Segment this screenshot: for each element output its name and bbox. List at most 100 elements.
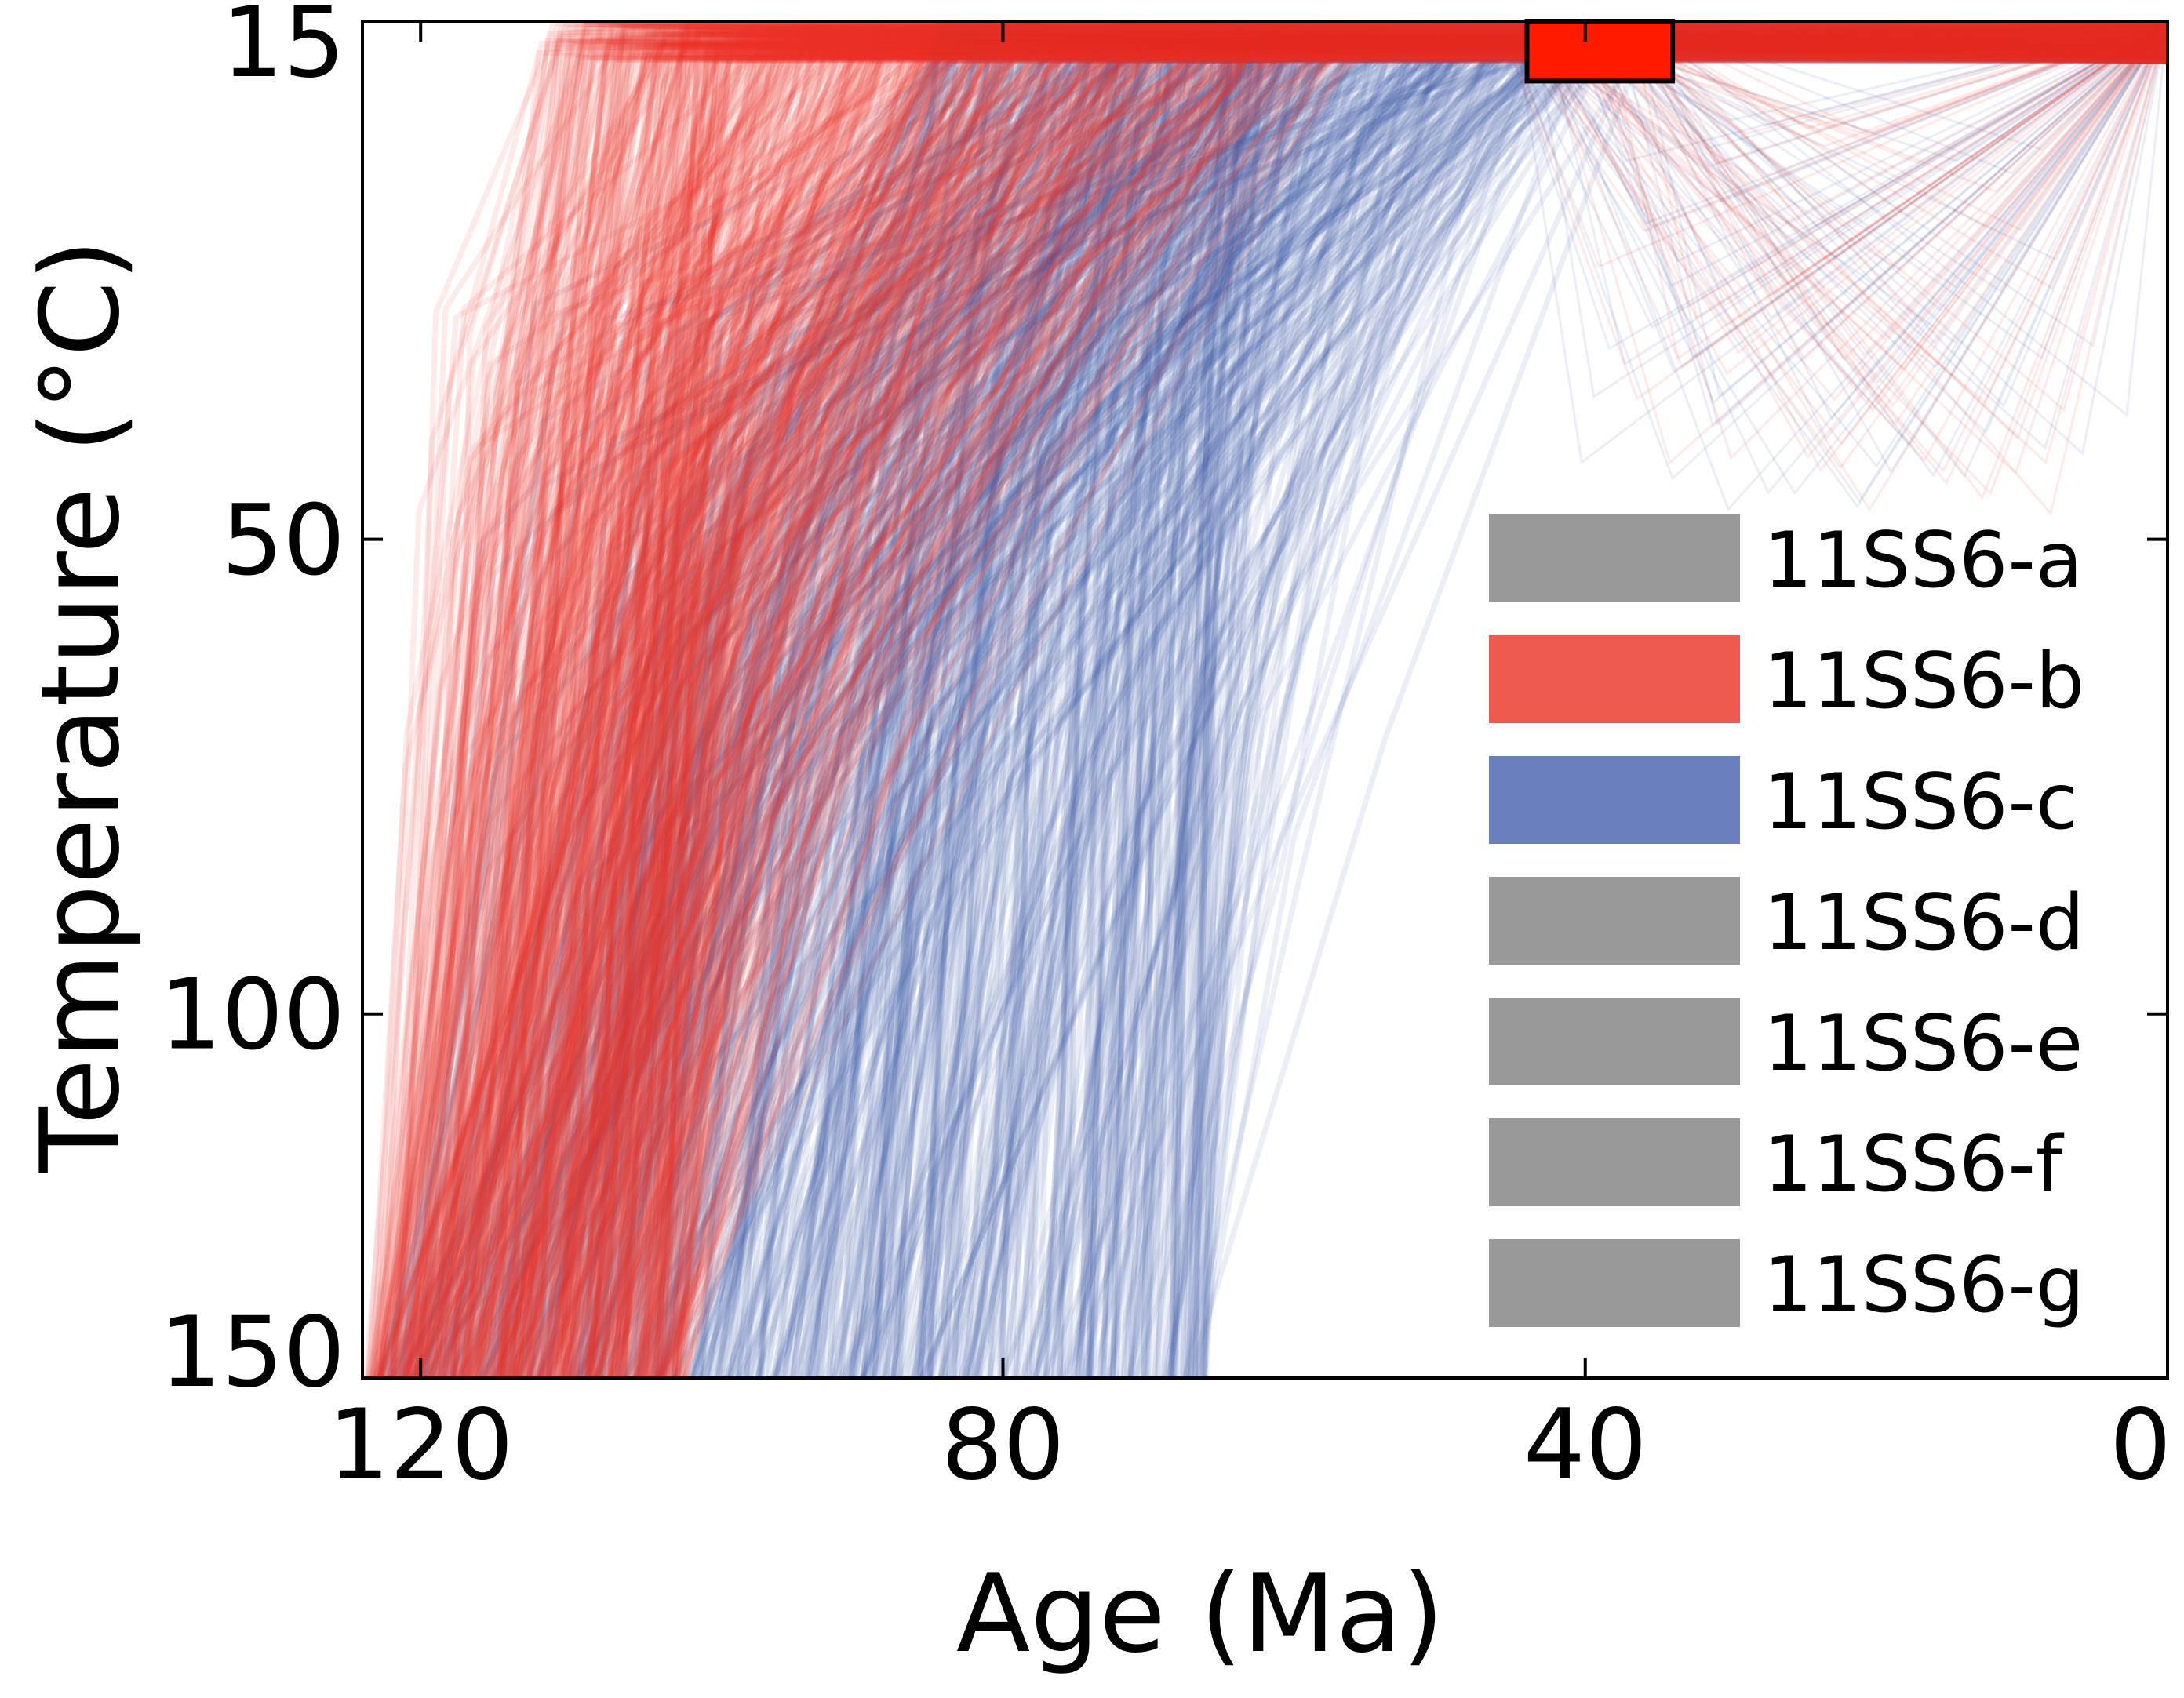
legend-item-11SS6-d[interactable]: 11SS6-d [1489, 877, 2084, 968]
path-line-11SS6-c [756, 24, 2168, 1378]
x-tick-label: 80 [941, 1389, 1065, 1502]
constraint-box [1524, 19, 1676, 84]
path-line-11SS6-b [606, 37, 2168, 1378]
path-line-11SS6-b [567, 24, 2168, 1378]
path-line-11SS6-c [1140, 45, 2168, 1378]
path-line-11SS6-b [541, 27, 2168, 1378]
path-line-11SS6-c [386, 27, 2168, 1378]
path-line-11SS6-c [1128, 48, 2168, 1378]
tail-line-11SS6-b [1533, 21, 2168, 496]
path-line-11SS6-b [598, 39, 2168, 1378]
x-tick-label: 0 [2109, 1389, 2171, 1502]
legend-item-11SS6-f[interactable]: 11SS6-f [1489, 1118, 2065, 1209]
path-line-11SS6-b [553, 35, 2168, 1378]
tail-line-11SS6-b [1549, 21, 2168, 473]
path-line-11SS6-c [420, 36, 2168, 1378]
legend-item-11SS6-e[interactable]: 11SS6-e [1489, 998, 2083, 1089]
path-line-11SS6-c [834, 25, 2168, 1378]
path-line-11SS6-b [621, 23, 2168, 1378]
path-line-11SS6-c [1084, 31, 2168, 1378]
path-line-11SS6-c [441, 37, 2168, 1378]
path-line-11SS6-c [926, 26, 2168, 1378]
legend[interactable]: 11SS6-a 11SS6-b 11SS6-c 11SS6-d 11SS6-e 11SS6… [1489, 514, 2084, 1330]
path-line-11SS6-c [1186, 43, 2168, 1378]
tail-line-11SS6-b [1555, 21, 2168, 413]
path-line-11SS6-b [381, 41, 2168, 1378]
x-tick-label: 40 [1523, 1389, 1647, 1502]
tail-line-11SS6-c [1569, 21, 2168, 405]
path-line-11SS6-c [606, 43, 2168, 1378]
path-line-11SS6-c [1062, 49, 2168, 1378]
path-line-11SS6-c [872, 28, 2168, 1378]
path-line-11SS6-b [560, 40, 2168, 1378]
legend-item-11SS6-g[interactable]: 11SS6-g [1489, 1239, 2084, 1330]
path-line-11SS6-c [1018, 21, 2168, 1378]
tail-line-11SS6-b [1618, 21, 2168, 500]
path-line-11SS6-c [1188, 21, 2168, 1378]
path-line-11SS6-c [705, 38, 2168, 1378]
path-line-11SS6-b [406, 37, 2168, 1378]
path-line-11SS6-b [604, 31, 2168, 1378]
path-line-11SS6-b [536, 24, 2168, 1378]
path-line-11SS6-b [379, 43, 2168, 1378]
path-line-11SS6-b [373, 36, 2168, 1378]
path-line-11SS6-c [688, 21, 2168, 1378]
path-line-11SS6-b [457, 45, 2168, 1378]
path-line-11SS6-b [566, 24, 2168, 1378]
path-line-11SS6-b [410, 21, 2168, 1378]
path-line-11SS6-c [437, 41, 2168, 1378]
path-line-11SS6-b [621, 21, 2168, 1378]
path-line-11SS6-b [450, 41, 2168, 1378]
path-line-11SS6-c [533, 45, 2168, 1378]
path-line-11SS6-c [1159, 38, 2168, 1378]
path-line-11SS6-c [513, 56, 2168, 1378]
path-line-11SS6-c [1180, 31, 2168, 1378]
path-line-11SS6-b [493, 35, 2168, 1378]
path-line-11SS6-b [467, 24, 2168, 1378]
legend-label: 11SS6-a [1764, 516, 2083, 605]
path-line-11SS6-b [569, 31, 2168, 1378]
path-line-11SS6-c [639, 43, 2168, 1378]
path-line-11SS6-b [672, 39, 2168, 1378]
legend-item-11SS6-b[interactable]: 11SS6-b [1489, 635, 2084, 726]
path-line-11SS6-c [1000, 33, 2168, 1378]
path-line-11SS6-c [713, 49, 2168, 1378]
legend-item-11SS6-c[interactable]: 11SS6-c [1489, 756, 2078, 847]
path-line-11SS6-b [559, 31, 2168, 1378]
path-line-11SS6-c [405, 27, 2168, 1378]
tail-line-11SS6-b [1498, 21, 2168, 401]
legend-item-11SS6-a[interactable]: 11SS6-a [1489, 514, 2083, 605]
tail-line-11SS6-c [1563, 21, 2168, 261]
path-line-11SS6-c [1185, 21, 2168, 1378]
path-line-11SS6-b [409, 51, 2168, 1378]
path-line-11SS6-b [672, 36, 2168, 1378]
path-line-11SS6-c [890, 27, 2168, 1378]
path-line-11SS6-c [1071, 49, 2168, 1378]
path-line-11SS6-b [490, 56, 2168, 1378]
path-line-11SS6-b [629, 31, 2168, 1378]
path-line-11SS6-b [610, 45, 2168, 1378]
path-line-11SS6-c [781, 46, 2168, 1378]
path-line-11SS6-c [647, 53, 2168, 1378]
path-line-11SS6-c [806, 24, 2168, 1378]
path-line-11SS6-c [1192, 49, 2168, 1378]
path-line-11SS6-b [366, 28, 2168, 1378]
path-line-11SS6-c [1184, 42, 2168, 1378]
path-line-11SS6-b [491, 26, 2168, 1378]
tail-line-11SS6-b [1500, 21, 2168, 268]
path-line-11SS6-b [524, 24, 2168, 1378]
tail-line-11SS6-b [1605, 21, 2168, 361]
path-line-11SS6-b [402, 43, 2168, 1378]
path-line-11SS6-c [781, 21, 2168, 1378]
path-line-11SS6-c [906, 28, 2168, 1378]
path-line-11SS6-b [447, 32, 2168, 1378]
legend-swatch [1489, 514, 1740, 602]
tail-line-11SS6-b [1629, 21, 2168, 517]
path-line-11SS6-c [490, 49, 2168, 1378]
path-line-11SS6-c [810, 41, 2168, 1378]
path-line-11SS6-b [545, 37, 2168, 1378]
path-line-11SS6-b [511, 38, 2168, 1378]
tail-line-11SS6-c [1504, 21, 2168, 344]
path-line-11SS6-b [413, 44, 2168, 1378]
path-line-11SS6-b [517, 36, 2168, 1378]
